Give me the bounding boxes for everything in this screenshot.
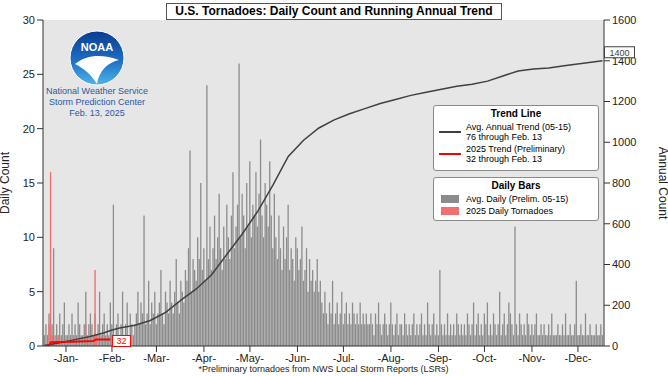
svg-text:-Jan-: -Jan- <box>53 352 78 364</box>
svg-text:10: 10 <box>23 231 35 243</box>
svg-text:1200: 1200 <box>612 95 636 107</box>
svg-text:1600: 1600 <box>612 14 636 26</box>
svg-text:-Aug-: -Aug- <box>377 352 404 364</box>
svg-text:-Mar-: -Mar- <box>143 352 170 364</box>
svg-text:-May-: -May- <box>236 352 264 364</box>
svg-text:-Jun-: -Jun- <box>285 352 310 364</box>
html-text:Avg. Annual Trend (05-15): Avg. Annual Trend (05-15) <box>466 122 571 132</box>
svg-text:200: 200 <box>612 299 630 311</box>
html-text:76 through Feb. 13: 76 through Feb. 13 <box>466 132 543 142</box>
svg-text:0: 0 <box>612 340 618 352</box>
html-text:Feb. 13, 2025: Feb. 13, 2025 <box>69 108 125 118</box>
svg-text:-Oct-: -Oct- <box>472 352 497 364</box>
svg-text:5: 5 <box>29 286 35 298</box>
html-text:Trend Line: Trend Line <box>490 108 542 119</box>
svg-text:800: 800 <box>612 177 630 189</box>
svg-text:-Dec-: -Dec- <box>564 352 591 364</box>
svg-text:30: 30 <box>23 14 35 26</box>
html-text:*Preliminary tornadoes from NW: *Preliminary tornadoes from NWS Local St… <box>198 364 449 374</box>
html-text:2025 Trend (Preliminary): 2025 Trend (Preliminary) <box>466 144 565 154</box>
svg-text:1400: 1400 <box>609 48 629 58</box>
svg-text:32: 32 <box>116 336 126 346</box>
html-text:Storm Prediction Center: Storm Prediction Center <box>49 97 145 107</box>
svg-text:400: 400 <box>612 258 630 270</box>
svg-text:1000: 1000 <box>612 136 636 148</box>
svg-text:-Jul-: -Jul- <box>333 352 355 364</box>
html-text:Avg. Daily (Prelim. 05-15): Avg. Daily (Prelim. 05-15) <box>466 194 569 204</box>
svg-text:NOAA: NOAA <box>81 41 113 53</box>
svg-text:-Feb-: -Feb- <box>99 352 126 364</box>
svg-text:15: 15 <box>23 177 35 189</box>
svg-text:-Apr-: -Apr- <box>192 352 217 364</box>
svg-text:-Nov-: -Nov- <box>519 352 546 364</box>
svg-text:600: 600 <box>612 218 630 230</box>
html-text:32 through Feb. 13: 32 through Feb. 13 <box>466 154 543 164</box>
svg-text:25: 25 <box>23 68 35 80</box>
svg-text:-Sep-: -Sep- <box>425 352 452 364</box>
svg-text:20: 20 <box>23 123 35 135</box>
svg-text:Daily Count: Daily Count <box>8 151 12 214</box>
html-text:Daily Bars: Daily Bars <box>491 180 541 191</box>
html-text:National Weather Service: National Weather Service <box>46 86 148 96</box>
svg-text:0: 0 <box>29 340 35 352</box>
svg-text:Annual Count: Annual Count <box>656 147 660 220</box>
html-text:2025 Daily Tornadoes: 2025 Daily Tornadoes <box>466 206 553 216</box>
html-text:U.S. Tornadoes: Daily Count an: U.S. Tornadoes: Daily Count and Running … <box>175 4 493 18</box>
svg-text:1400: 1400 <box>612 54 637 67</box>
